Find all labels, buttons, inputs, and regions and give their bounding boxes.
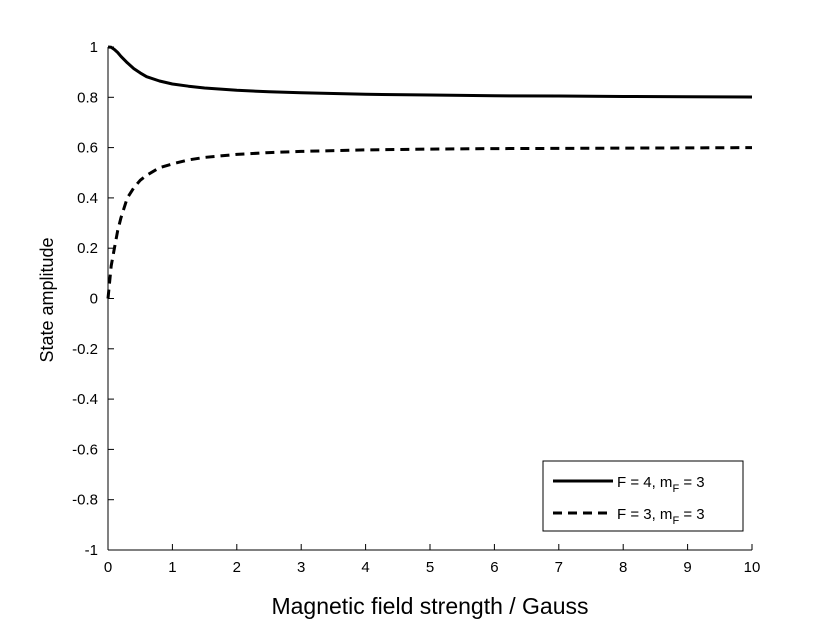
x-tick-label: 9 (683, 559, 691, 576)
x-tick-label: 1 (168, 559, 176, 576)
legend: F = 4, mF = 3 F = 3, mF = 3 (542, 460, 744, 532)
x-tick-label: 8 (619, 559, 627, 576)
x-tick-label: 0 (104, 559, 112, 576)
legend-entry-f3-main: F = 3, m (617, 506, 672, 523)
series-line-2 (106, 146, 753, 299)
y-tick-label: -0.2 (72, 341, 98, 358)
y-tick-label: -0.8 (72, 492, 98, 509)
y-tick-label: -0.4 (72, 391, 98, 408)
legend-entry-f4-sub: F (672, 483, 679, 495)
y-tick-label: 0.6 (77, 140, 98, 157)
x-tick-label: 10 (744, 559, 761, 576)
plot-area (106, 45, 753, 299)
x-tick-label: 5 (426, 559, 434, 576)
y-tick-label: 0.4 (77, 190, 98, 207)
y-tick-label: -0.6 (72, 441, 98, 458)
x-tick-label: 3 (297, 559, 305, 576)
legend-entry-f3: F = 3, mF = 3 (617, 506, 705, 527)
legend-entry-f3-tail: = 3 (679, 506, 704, 523)
x-tick-label: 7 (555, 559, 563, 576)
x-tick-label: 2 (233, 559, 241, 576)
x-tick-label: 6 (490, 559, 498, 576)
y-tick-label: 0.2 (77, 240, 98, 257)
y-axis-label: State amplitude (37, 237, 57, 362)
x-axis-label: Magnetic field strength / Gauss (271, 593, 588, 619)
y-tick-label: -1 (85, 542, 98, 559)
legend-entry-f4-main: F = 4, m (617, 474, 672, 491)
y-tick-label: 0 (90, 291, 98, 308)
tick-labels: 0 1 2 3 4 5 6 7 8 9 10 -1 -0.8 -0.6 -0.4 -0.2 0 0.2 0.4 0.6… (72, 39, 760, 576)
y-tick-label: 0.8 (77, 89, 98, 106)
y-tick-label: 1 (90, 39, 98, 56)
legend-entry-f4: F = 4, mF = 3 (617, 474, 705, 495)
axes (107, 46, 753, 551)
x-tick-label: 4 (361, 559, 369, 576)
legend-entry-f3-sub: F (672, 515, 679, 527)
series-line-1 (107, 45, 753, 99)
legend-box (542, 460, 744, 532)
legend-entry-f4-tail: = 3 (679, 474, 704, 491)
